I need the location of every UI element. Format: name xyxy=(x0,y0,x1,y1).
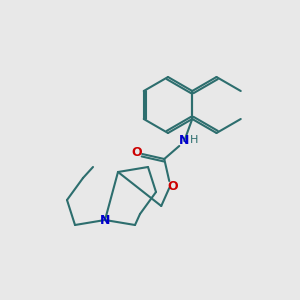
Text: N: N xyxy=(179,134,189,148)
Text: O: O xyxy=(167,179,178,193)
Text: N: N xyxy=(100,214,110,226)
Text: H: H xyxy=(190,135,198,145)
Text: O: O xyxy=(131,146,142,160)
